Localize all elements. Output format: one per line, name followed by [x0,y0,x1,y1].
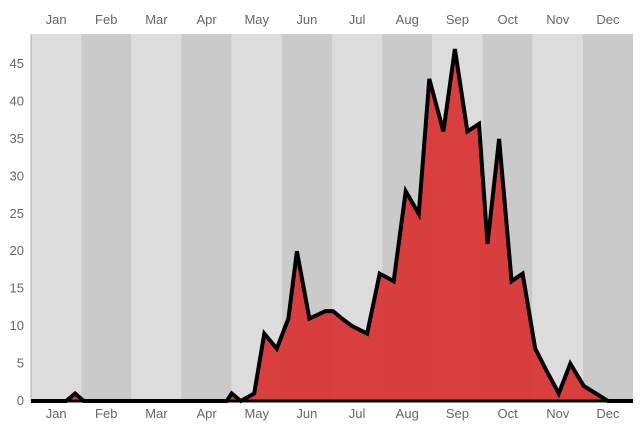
top-month-label: Mar [145,12,168,27]
y-tick-label: 5 [17,356,24,371]
top-month-label: Aug [396,12,419,27]
bottom-month-label: Jan [46,406,67,421]
top-month-label: Jul [349,12,366,27]
y-tick-label: 20 [10,243,24,258]
top-month-label: Oct [497,12,518,27]
y-tick-label: 30 [10,168,24,183]
month-band-nov [532,34,583,401]
y-tick-label: 35 [10,131,24,146]
top-month-label: Feb [95,12,117,27]
bottom-month-label: Feb [95,406,117,421]
top-month-labels: Jan Feb Mar Apr May Jun Jul Aug Sep Oct Nov Dec [46,12,620,27]
month-band-apr [181,34,232,401]
bottom-month-label: Aug [396,406,419,421]
month-band-dec [582,34,633,401]
bottom-month-label: Apr [196,406,217,421]
month-band-mar [131,34,182,401]
bottom-month-label: Sep [446,406,469,421]
y-tick-label: 25 [10,206,24,221]
bottom-month-label: Jun [296,406,317,421]
y-tick-label: 10 [10,318,24,333]
bottom-month-label: Dec [596,406,620,421]
top-month-label: Sep [446,12,469,27]
y-tick-label: 15 [10,281,24,296]
bottom-month-label: Nov [546,406,570,421]
month-band-jan [31,34,82,401]
axis-layer [30,34,633,403]
y-tick-label: 40 [10,93,24,108]
bottom-month-label: Jul [349,406,366,421]
bottom-month-label: May [244,406,269,421]
y-tick-label: 0 [17,393,24,408]
month-band-may [231,34,282,401]
bottom-month-label: Mar [145,406,168,421]
top-month-label: May [244,12,269,27]
top-month-label: Apr [196,12,217,27]
top-month-label: Dec [596,12,620,27]
bottom-month-label: Oct [497,406,518,421]
y-tick-label: 45 [10,56,24,71]
top-month-label: Jan [46,12,67,27]
top-month-label: Jun [296,12,317,27]
top-month-label: Nov [546,12,570,27]
series-area-fill [31,49,633,401]
bottom-month-labels: Jan Feb Mar Apr May Jun Jul Aug Sep Oct Nov Dec [46,406,620,421]
month-band-feb [81,34,132,401]
y-tick-labels: 0 5 10 15 20 25 30 35 40 45 [10,56,24,408]
